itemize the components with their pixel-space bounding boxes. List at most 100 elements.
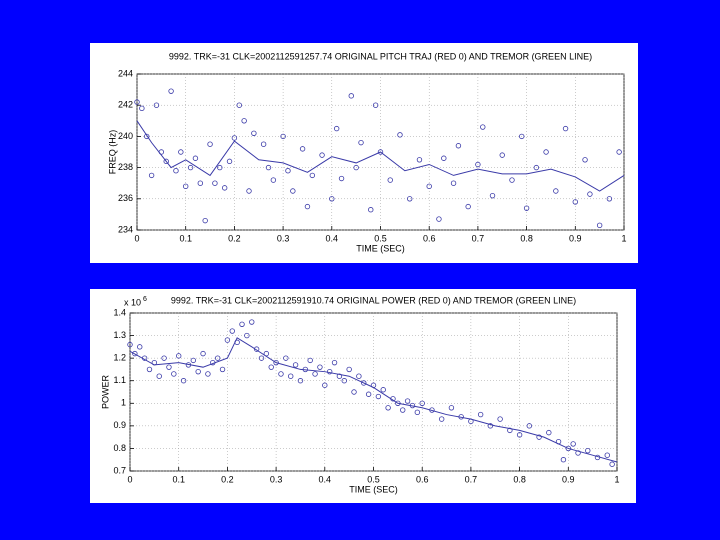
point — [409, 402, 416, 409]
point — [523, 205, 530, 211]
point — [348, 93, 354, 99]
point — [560, 457, 567, 463]
point — [132, 350, 138, 357]
point — [151, 359, 158, 366]
point — [338, 175, 345, 182]
point — [594, 454, 601, 461]
point — [341, 378, 347, 384]
point — [582, 157, 588, 163]
y-tick-label: 1.2 — [113, 353, 126, 363]
point — [475, 161, 481, 168]
point — [263, 350, 270, 357]
point — [372, 102, 379, 108]
y-axis-label: FREQ (Hz) — [107, 130, 117, 175]
x-tick-label: 1 — [621, 233, 626, 243]
point — [153, 102, 160, 108]
point — [241, 118, 247, 124]
point — [575, 450, 581, 456]
point — [468, 418, 474, 425]
point — [319, 152, 325, 158]
point — [251, 130, 257, 136]
point — [278, 371, 284, 377]
point — [499, 152, 505, 158]
point — [192, 155, 199, 161]
point — [309, 172, 316, 179]
point — [180, 378, 187, 384]
y-tick-label: 0.8 — [113, 443, 126, 453]
point — [127, 341, 133, 348]
chart-title: 9992. TRK=-31 CLK=2002112591910.74 ORIGI… — [171, 295, 576, 305]
point — [268, 364, 274, 370]
point — [307, 357, 313, 364]
point — [244, 332, 250, 339]
point — [509, 177, 515, 183]
x-tick-label: 0 — [134, 233, 139, 243]
point — [217, 164, 223, 171]
point — [331, 359, 338, 366]
point — [166, 364, 172, 370]
point — [270, 177, 277, 183]
point — [365, 391, 372, 397]
point — [280, 133, 286, 140]
point — [178, 149, 184, 155]
point — [370, 382, 377, 388]
point — [387, 177, 393, 183]
point — [134, 99, 140, 105]
point — [212, 180, 218, 186]
point — [395, 400, 401, 406]
x-tick-label: 0.5 — [367, 474, 380, 484]
point — [572, 199, 578, 205]
x-tick-label: 0.1 — [179, 233, 192, 243]
point — [526, 423, 533, 429]
point — [480, 124, 486, 130]
point — [224, 337, 231, 343]
point — [285, 168, 291, 174]
point — [429, 407, 435, 413]
point — [202, 217, 208, 224]
point — [290, 188, 296, 194]
point — [322, 382, 328, 388]
point — [187, 164, 194, 171]
point — [158, 149, 165, 155]
point — [229, 328, 235, 334]
x-tick-label: 0.8 — [520, 233, 533, 243]
point — [455, 143, 462, 149]
point — [231, 135, 238, 141]
point — [587, 191, 593, 197]
point — [141, 355, 148, 361]
point — [497, 416, 503, 422]
point — [236, 102, 242, 108]
y-tick-label: 240 — [118, 131, 133, 141]
point — [477, 411, 484, 418]
point — [146, 366, 153, 373]
point — [185, 362, 192, 368]
x-axis-label: TIME (SEC) — [349, 484, 398, 494]
point — [609, 461, 615, 467]
x-axis-label: TIME (SEC) — [356, 243, 405, 253]
point — [317, 364, 323, 370]
point — [438, 416, 445, 422]
point — [260, 141, 267, 147]
point — [536, 434, 542, 440]
point — [171, 371, 177, 377]
point — [356, 373, 362, 379]
point — [436, 216, 442, 222]
x-tick-label: 0.2 — [228, 233, 241, 243]
y-tick-label: 0.7 — [113, 465, 126, 475]
x-tick-label: 1 — [614, 474, 619, 484]
point — [397, 132, 403, 138]
trend-line — [136, 120, 625, 192]
y-tick-label: 0.9 — [113, 420, 126, 430]
point — [519, 133, 525, 140]
point — [419, 400, 425, 406]
point — [156, 373, 162, 379]
point — [258, 355, 265, 361]
point — [533, 164, 540, 171]
point — [351, 389, 357, 395]
point — [297, 378, 304, 384]
x-tick-label: 0.5 — [374, 233, 387, 243]
point — [565, 445, 571, 452]
point — [207, 141, 213, 147]
y-tick-label: 1.1 — [113, 375, 126, 385]
